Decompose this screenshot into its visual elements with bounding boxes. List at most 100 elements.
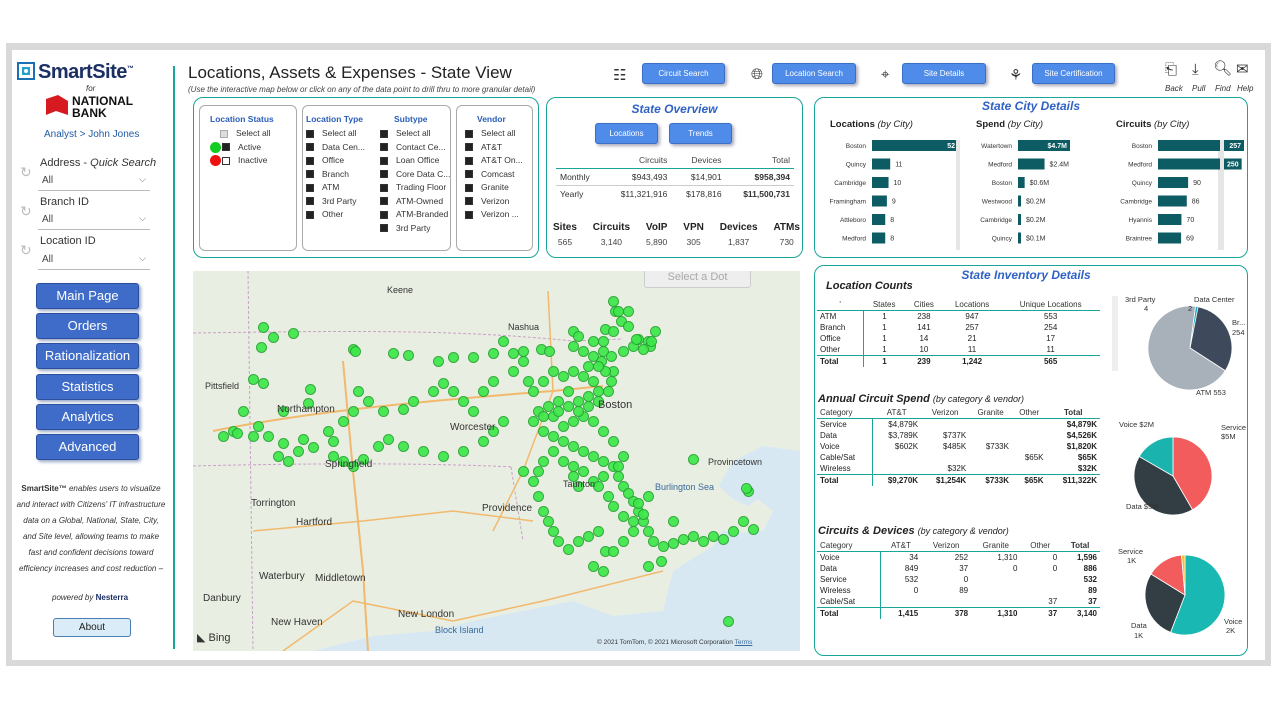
checkbox[interactable]	[465, 210, 473, 219]
location-dot[interactable]	[606, 351, 617, 362]
pie-slice-service[interactable]	[1172, 436, 1213, 511]
location-dot[interactable]	[218, 431, 229, 442]
location-dot[interactable]	[688, 531, 699, 542]
location-dot[interactable]	[268, 332, 279, 343]
location-dot[interactable]	[568, 461, 579, 472]
table-row[interactable]: Data 849 37 0 0 886	[817, 563, 1100, 574]
table-row[interactable]: Service 532 0 532	[817, 574, 1100, 585]
city-bar[interactable]	[1018, 177, 1025, 188]
location-dot[interactable]	[563, 544, 574, 555]
checkbox[interactable]	[465, 183, 473, 192]
location-dot[interactable]	[338, 416, 349, 427]
location-dot[interactable]	[338, 456, 349, 467]
table-row[interactable]: Voice $602K $485K $733K $1,820K	[817, 441, 1100, 452]
location-dot[interactable]	[288, 328, 299, 339]
help-icon[interactable]: ✉	[1236, 61, 1249, 78]
locations-button[interactable]: Locations	[595, 123, 658, 144]
location-dot[interactable]	[232, 428, 243, 439]
location-dot[interactable]	[408, 396, 419, 407]
location-dot[interactable]	[698, 536, 709, 547]
city-bar[interactable]	[1158, 140, 1244, 151]
location-dot[interactable]	[498, 336, 509, 347]
location-dot[interactable]	[643, 491, 654, 502]
location-dot[interactable]	[563, 386, 574, 397]
location-dot[interactable]	[668, 538, 679, 549]
location-dot[interactable]	[718, 534, 729, 545]
pie-slice-data[interactable]	[1133, 455, 1194, 516]
table-row[interactable]: Voice 34 252 1,310 0 1,596	[817, 551, 1100, 563]
reset-icon[interactable]: ↻	[20, 203, 32, 219]
location-dot[interactable]	[588, 351, 599, 362]
checkbox[interactable]	[306, 197, 314, 206]
city-bar[interactable]	[1158, 158, 1242, 170]
location-dot[interactable]	[583, 531, 594, 542]
city-bar[interactable]	[1018, 195, 1021, 207]
location-dot[interactable]	[748, 524, 759, 535]
checkbox[interactable]	[306, 143, 314, 152]
location-dot[interactable]	[458, 396, 469, 407]
subtype-item[interactable]: Loan Office	[380, 155, 450, 169]
location-dot[interactable]	[623, 321, 634, 332]
location-dot[interactable]	[656, 556, 667, 567]
location-dot[interactable]	[538, 506, 549, 517]
map-area[interactable]: Keene Nashua Pittsfield Northampton Worc…	[193, 271, 800, 651]
location-dot[interactable]	[403, 350, 414, 361]
nav-rationalization[interactable]: Rationalization	[36, 343, 139, 369]
location-dot[interactable]	[618, 511, 629, 522]
location-dot[interactable]	[363, 396, 374, 407]
location-dot[interactable]	[528, 476, 539, 487]
location-dot[interactable]	[633, 498, 644, 509]
subtype-item[interactable]: Select all	[380, 128, 450, 142]
location-dot[interactable]	[573, 481, 584, 492]
location-dot[interactable]	[478, 436, 489, 447]
subtype-item[interactable]: ATM-Branded	[380, 209, 450, 223]
location-dot[interactable]	[278, 438, 289, 449]
status-select-all[interactable]: Select all	[210, 128, 286, 142]
location-dot[interactable]	[538, 426, 549, 437]
location-dot[interactable]	[593, 481, 604, 492]
location-dot[interactable]	[583, 401, 594, 412]
location-dot[interactable]	[328, 451, 339, 462]
location-dot[interactable]	[618, 536, 629, 547]
location-dot[interactable]	[538, 376, 549, 387]
location-dot[interactable]	[398, 441, 409, 452]
table-row[interactable]: Office 1 14 21 17	[817, 333, 1100, 344]
city-bar[interactable]	[872, 177, 889, 188]
location-dot[interactable]	[603, 491, 614, 502]
reset-icon[interactable]: ↻	[20, 242, 32, 258]
checkbox[interactable]	[306, 183, 314, 192]
location-search-button[interactable]: Location Search	[772, 63, 856, 84]
location-dot[interactable]	[578, 466, 589, 477]
pull-icon[interactable]: ⤓	[1192, 61, 1199, 78]
location-dot[interactable]	[305, 384, 316, 395]
location-dot[interactable]	[558, 371, 569, 382]
location-type-item[interactable]: Branch	[306, 169, 376, 183]
location-dot[interactable]	[568, 366, 579, 377]
scrollbar[interactable]	[1220, 140, 1224, 250]
location-dot[interactable]	[418, 446, 429, 457]
table-row[interactable]: Wireless $32K $32K	[817, 463, 1100, 475]
location-dot[interactable]	[538, 456, 549, 467]
location-dot[interactable]	[373, 441, 384, 452]
location-dot[interactable]	[573, 406, 584, 417]
pie-slice-3rd-party[interactable]	[1189, 305, 1199, 349]
location-dot[interactable]	[383, 434, 394, 445]
location-dot[interactable]	[468, 406, 479, 417]
location-dot[interactable]	[593, 396, 604, 407]
pie-slice-other[interactable]	[1181, 554, 1186, 596]
table-row[interactable]: Total 1 239 1,242 565	[817, 355, 1100, 367]
checkbox[interactable]	[306, 156, 314, 165]
location-dot[interactable]	[438, 451, 449, 462]
location-dot[interactable]	[488, 376, 499, 387]
city-bar[interactable]	[1158, 177, 1189, 188]
location-dot[interactable]	[558, 456, 569, 467]
subtype-item[interactable]: Contact Ce...	[380, 142, 450, 156]
find-label[interactable]: Find	[1215, 84, 1231, 93]
location-dot[interactable]	[238, 406, 249, 417]
location-dot[interactable]	[603, 386, 614, 397]
pie-slice-voice[interactable]	[1138, 436, 1174, 477]
checkbox[interactable]	[465, 197, 473, 206]
location-dot[interactable]	[631, 334, 642, 345]
location-dot[interactable]	[488, 348, 499, 359]
analyst-breadcrumb[interactable]: Analyst > John Jones	[44, 129, 140, 140]
